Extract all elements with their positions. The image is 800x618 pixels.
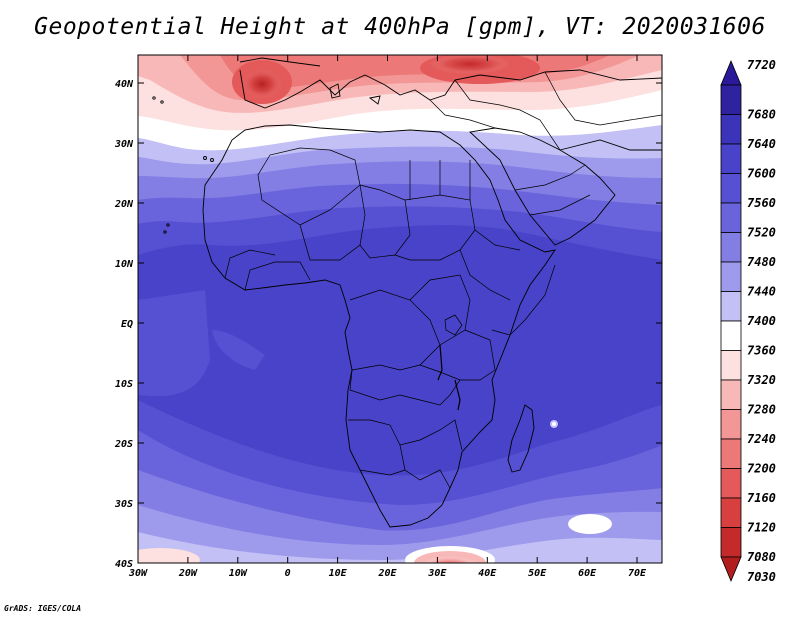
lat-label: 10S xyxy=(115,379,133,390)
country-borders xyxy=(224,71,662,489)
colorbar-box xyxy=(720,320,742,351)
lon-label: 0 xyxy=(285,568,291,579)
lat-label: 40S xyxy=(115,559,133,570)
colorbar-label: 7640 xyxy=(747,137,776,151)
colorbar-box xyxy=(720,468,742,499)
lon-label: 70E xyxy=(628,568,647,579)
colorbar-label: 7600 xyxy=(747,167,776,181)
colorbar-box xyxy=(720,232,742,263)
longitude-axis: 30W 20W 10W 0 10E 20E 30E 40E 50E 60E 70E xyxy=(128,55,647,579)
lon-label: 10W xyxy=(229,568,248,579)
colorbar-box xyxy=(720,350,742,381)
colorbar-label: 7480 xyxy=(747,255,776,269)
colorbar-label: 7680 xyxy=(747,108,776,122)
lon-label: 40E xyxy=(478,568,497,579)
colorbar-box xyxy=(720,497,742,528)
colorbar-box xyxy=(720,114,742,145)
colorbar-label: 7440 xyxy=(747,285,776,299)
colorbar-box xyxy=(720,143,742,174)
madagascar-coastline xyxy=(507,404,535,473)
lon-label: 30E xyxy=(427,568,447,579)
lon-label: 50E xyxy=(528,568,547,579)
colorbar-box xyxy=(720,173,742,204)
colorbar-box xyxy=(720,409,742,440)
colorbar: 7720 7680 7640 7600 7560 7520 7480 7440 7400 7360… xyxy=(720,58,776,584)
lon-label: 30W xyxy=(128,568,148,579)
lat-label: 40N xyxy=(115,79,134,90)
europe-coastline-north xyxy=(239,57,321,67)
credit-text: GrADS: IGES/COLA xyxy=(4,604,82,613)
lat-label: 30N xyxy=(114,139,134,150)
colorbar-top-arrow xyxy=(720,59,742,86)
arabia-coastline xyxy=(469,127,616,246)
colorbar-bottom-arrow xyxy=(720,556,742,583)
colorbar-box xyxy=(720,527,742,558)
lat-label: 10N xyxy=(115,259,134,270)
colorbar-label: 7720 xyxy=(747,58,776,72)
colorbar-label: 7160 xyxy=(747,491,776,505)
colorbar-label: 7520 xyxy=(747,226,776,240)
lat-label: 20S xyxy=(114,439,133,450)
latitude-axis: 40N 30N 20N 10N EQ 10S 20S 30S 40S xyxy=(114,79,662,570)
colorbar-label: 7200 xyxy=(747,462,776,476)
colorbar-label: 7320 xyxy=(747,373,776,387)
med-island xyxy=(368,95,381,105)
lon-label: 20E xyxy=(377,568,397,579)
colorbar-box xyxy=(720,379,742,410)
coastlines xyxy=(152,57,662,528)
lat-label: EQ xyxy=(121,319,133,330)
colorbar-box xyxy=(720,84,742,115)
map-title: Geopotential Height at 400hPa [gpm], VT:… xyxy=(34,14,766,40)
shaded-height-field xyxy=(138,55,662,563)
colorbar-label: 7080 xyxy=(747,550,776,564)
colorbar-box xyxy=(720,202,742,233)
med-island xyxy=(329,83,341,99)
colorbar-label: 7030 xyxy=(747,570,776,584)
colorbar-label: 7400 xyxy=(747,314,776,328)
lat-label: 20N xyxy=(114,199,134,210)
colorbar-box xyxy=(720,261,742,292)
europe-coastline xyxy=(239,69,662,109)
colorbar-box xyxy=(720,291,742,322)
colorbar-label: 7280 xyxy=(747,403,776,417)
lon-label: 10E xyxy=(329,568,348,579)
africa-coastline xyxy=(202,124,556,528)
lon-label: 60E xyxy=(578,568,597,579)
colorbar-label: 7560 xyxy=(747,196,776,210)
lat-label: 30S xyxy=(114,499,133,510)
iran-coastline xyxy=(559,139,662,151)
map-frame xyxy=(137,54,663,564)
colorbar-label: 7360 xyxy=(747,344,776,358)
colorbar-box xyxy=(720,438,742,469)
lon-label: 20W xyxy=(178,568,198,579)
colorbar-label: 7240 xyxy=(747,432,776,446)
colorbar-label: 7120 xyxy=(747,521,776,535)
